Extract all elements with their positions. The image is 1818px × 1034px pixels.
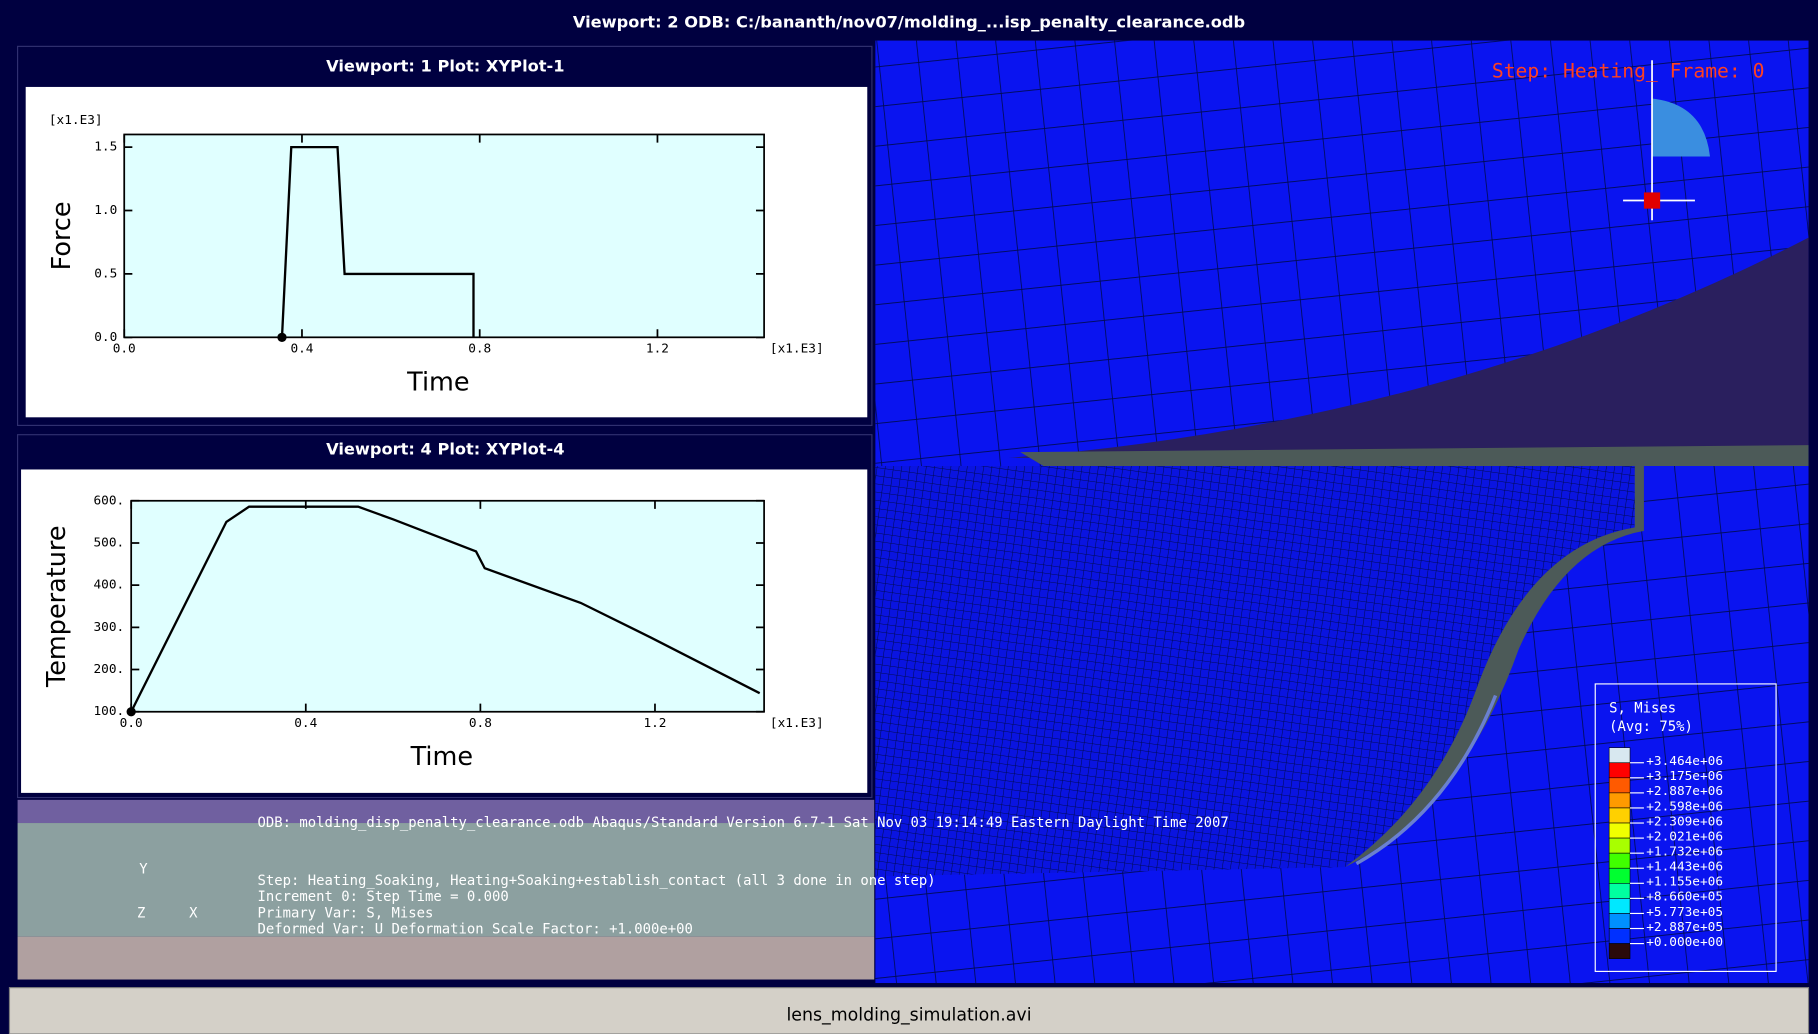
x-tick-label: 0.4 <box>294 716 317 731</box>
x-tick-label: 0.4 <box>290 341 313 356</box>
charts: Viewport: 1 Plot: XYPlot-1 0.0 0.4 0.8 1.2 0.… <box>42 57 823 772</box>
x-axis-label: Time <box>410 742 473 772</box>
y-tick-label: 0.0 <box>94 330 117 345</box>
legend-swatch <box>1608 943 1631 959</box>
filename: lens_molding_simulation.avi <box>786 1005 1031 1025</box>
triad-label: Y <box>139 861 148 877</box>
legend-title: S, Mises <box>1609 700 1676 716</box>
x-multiplier: [x1.E3] <box>770 341 824 356</box>
data-line <box>130 505 761 713</box>
legend: +3.464e+06+3.175e+06+2.887e+06+2.598e+06… <box>1608 747 1723 959</box>
info-panel <box>17 799 875 980</box>
legend-label: +2.887e+06 <box>1646 784 1723 799</box>
y-tick-label: 100. <box>94 704 125 719</box>
status-bar <box>8 987 1810 1034</box>
info-text: Increment 0: Step Time = 0.000 <box>258 889 509 905</box>
y-multiplier: [x1.E3] <box>49 113 103 128</box>
model-view: Step: Heating_ Frame: 0 <box>875 40 1809 983</box>
legend-label: +3.175e+06 <box>1646 769 1723 784</box>
y-tick-label: 200. <box>94 662 125 677</box>
legend-label: +0.000e+00 <box>1646 935 1723 950</box>
legend-label: +1.443e+06 <box>1646 860 1723 875</box>
legend-subtitle: (Avg: 75%) <box>1609 719 1693 735</box>
info-text: ODB: molding_disp_penalty_clearance.odb … <box>258 815 1229 831</box>
start-point <box>126 707 136 717</box>
y-tick-label: 300. <box>94 620 125 635</box>
plot-title: Viewport: 1 Plot: XYPlot-1 <box>326 57 564 76</box>
x-tick-label: 1.2 <box>643 716 666 731</box>
legend-label: +2.598e+06 <box>1646 799 1723 814</box>
y-axis-label: Force <box>47 201 77 270</box>
viewport-title: Viewport: 2 ODB: C:/bananth/nov07/moldin… <box>573 13 1245 32</box>
legend-swatch <box>1608 852 1631 869</box>
legend-swatch <box>1608 913 1631 929</box>
triad-label: Z <box>137 905 145 921</box>
legend-label: +3.464e+06 <box>1646 754 1723 769</box>
plot-title: Viewport: 4 Plot: XYPlot-4 <box>326 439 564 458</box>
y-tick-label: 400. <box>94 578 125 593</box>
step-label: Step: Heating_ Frame: 0 <box>1492 59 1765 82</box>
x-tick-label: 0.8 <box>469 716 492 731</box>
legend-label: +1.155e+06 <box>1646 875 1723 890</box>
legend-label: +5.773e+05 <box>1646 905 1723 920</box>
x-tick-label: 0.0 <box>113 341 136 356</box>
legend-label: +2.887e+05 <box>1646 920 1723 935</box>
y-tick-label: 1.0 <box>94 203 117 218</box>
legend-swatch <box>1608 777 1631 794</box>
start-point <box>277 332 287 342</box>
x-tick-label: 0.8 <box>468 341 491 356</box>
triad-label: X <box>189 905 198 921</box>
legend-swatch <box>1608 898 1631 914</box>
legend-swatch <box>1608 837 1631 854</box>
info-text: Deformed Var: U Deformation Scale Factor… <box>258 922 693 938</box>
x-tick-label: 1.2 <box>646 341 669 356</box>
info-text: Step: Heating_Soaking, Heating+Soaking+e… <box>258 873 936 889</box>
x-axis-label: Time <box>406 368 469 398</box>
legend-box <box>1594 683 1777 972</box>
legend-label: +8.660e+05 <box>1646 890 1723 905</box>
legend-swatch <box>1608 867 1631 884</box>
plot-frame <box>130 499 765 713</box>
legend-label: +2.021e+06 <box>1646 829 1723 844</box>
legend-label: +1.732e+06 <box>1646 845 1723 860</box>
y-tick-label: 600. <box>94 493 125 508</box>
y-tick-label: 1.5 <box>94 140 117 155</box>
legend-swatch <box>1608 807 1631 824</box>
x-multiplier: [x1.E3] <box>770 716 824 731</box>
plot-frame <box>123 133 765 339</box>
legend-swatch <box>1608 762 1631 779</box>
legend-swatch <box>1608 792 1631 809</box>
legend-swatch <box>1608 928 1631 944</box>
y-tick-label: 500. <box>94 535 125 550</box>
x-tick-label: 0.0 <box>120 716 143 731</box>
data-line <box>280 145 475 338</box>
info-text: Primary Var: S, Mises <box>258 905 434 921</box>
y-axis-label: Temperature <box>42 525 72 688</box>
legend-swatch <box>1608 822 1631 839</box>
y-tick-label: 0.5 <box>94 266 117 281</box>
legend-swatch <box>1608 747 1631 764</box>
legend-swatch <box>1608 883 1631 899</box>
legend-label: +2.309e+06 <box>1646 814 1723 829</box>
